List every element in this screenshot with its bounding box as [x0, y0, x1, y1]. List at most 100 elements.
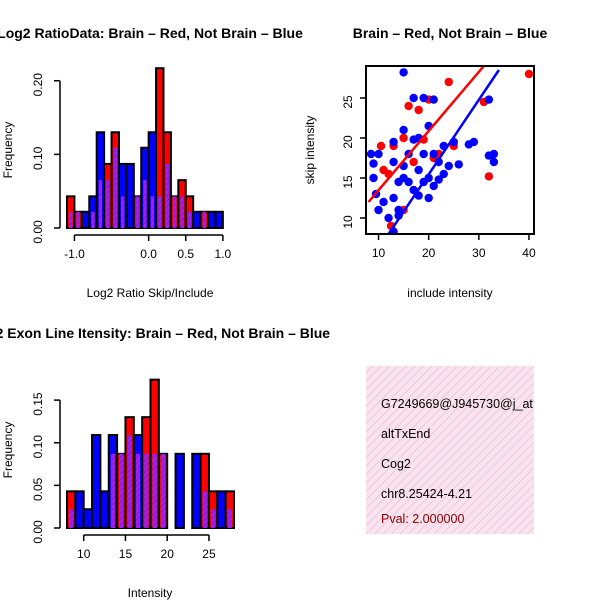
ratio-histogram-overlap-bar — [120, 196, 125, 228]
ratio-histogram-y-tick-label: 0.20 — [31, 73, 45, 97]
scatter-axes: 10 20 30 40 10 15 20 25 — [341, 95, 536, 260]
intensity-histogram-x-tick-label: 20 — [161, 547, 175, 561]
intensity-histogram-overlap-bar — [160, 453, 166, 528]
intensity-histogram-axes: 10 15 20 25 0.00 0.05 0.10 0.15 — [31, 392, 216, 561]
scatter-panel: Brain – Red, Not Brain – Blue 10 20 30 4010… — [303, 25, 547, 300]
pvalue: Pval: 2.000000 — [381, 512, 464, 526]
scatter-point-not-brain — [409, 93, 418, 103]
probe-id: G7249669@J945730@j_at — [381, 397, 533, 411]
ratio-histogram-overlap-bar — [158, 196, 162, 228]
intensity-histogram-overlap-bar — [227, 509, 232, 528]
scatter-point-not-brain — [444, 161, 453, 171]
scatter-point-not-brain — [434, 175, 443, 184]
scatter-point-not-brain — [454, 160, 463, 169]
ratio-histogram-overlap-bar — [106, 180, 110, 228]
scatter-x-tick-label: 40 — [522, 246, 536, 260]
scatter-point-not-brain — [429, 181, 438, 191]
scatter-point-not-brain — [419, 149, 428, 159]
intensity-histogram-ylabel: Frequency — [1, 422, 15, 479]
ratio-histogram-bar — [125, 162, 135, 230]
scatter-point-not-brain — [389, 193, 398, 203]
ratio-histogram-overlap-bar — [150, 196, 155, 228]
scatter-point-brain — [404, 101, 413, 111]
scatter-point-brain — [524, 69, 534, 79]
ratio-histogram-bar — [80, 210, 91, 230]
ratio-histogram-overlap-bar — [180, 196, 184, 228]
scatter-point-brain — [409, 157, 418, 167]
scatter-plot-area — [365, 65, 535, 235]
ratio-histogram-overlap-bar — [69, 211, 73, 228]
intensity-histogram-y-tick-label: 0.05 — [31, 477, 45, 501]
ratio-histogram-overlap-bar — [76, 211, 80, 228]
ratio-histogram-xlabel: Log2 Ratio Skip/Include — [87, 286, 214, 300]
ratio-histogram-y-tick-label: 0.10 — [31, 146, 45, 170]
scatter-point-not-brain — [399, 125, 408, 135]
intensity-histogram-x-tick-label: 10 — [77, 547, 91, 561]
scatter-y-tick-label: 15 — [341, 175, 355, 189]
scatter-point-brain — [376, 141, 386, 151]
intensity-histogram-overlap-bar — [119, 453, 124, 528]
gene-symbol: Cog2 — [381, 457, 411, 471]
ratio-histogram-axes: -1.0 0.0 0.5 1.0 0.00 0.10 0.20 — [31, 73, 232, 261]
intensity-histogram-y-tick-label: 0.00 — [31, 520, 45, 544]
intensity-histogram-overlap-bar — [127, 435, 132, 528]
event-type: altTxEnd — [381, 427, 430, 441]
intensity-histogram-overlap-bar — [202, 491, 207, 528]
intensity-histogram-overlap-bar — [69, 509, 74, 528]
scatter-point-not-brain — [389, 137, 398, 147]
scatter-point-not-brain — [374, 205, 383, 215]
scatter-point-not-brain — [374, 149, 383, 159]
scatter-point-not-brain — [414, 165, 423, 175]
ratio-histogram-panel: Log2 RatioData: Brain – Red, Not Brain –… — [0, 25, 303, 300]
intensity-histogram-bar — [174, 452, 185, 529]
scatter-point-not-brain — [429, 149, 438, 159]
scatter-point-not-brain — [484, 95, 494, 104]
intensity-histogram-bar — [91, 434, 102, 530]
scatter-point-not-brain — [369, 173, 378, 183]
info-panel-background — [366, 366, 534, 534]
genomic-location: chr8.25424-4.21 — [381, 487, 472, 501]
scatter-point-not-brain — [429, 95, 438, 104]
intensity-histogram-overlap-bar — [144, 453, 149, 528]
scatter-point-not-brain — [419, 93, 428, 103]
ratio-histogram-bars — [66, 67, 224, 230]
intensity-histogram-bar — [191, 452, 202, 529]
ratio-histogram-title: Log2 RatioData: Brain – Red, Not Brain –… — [0, 25, 303, 41]
intensity-histogram-y-tick-label: 0.15 — [31, 392, 45, 416]
ratio-histogram-overlap-bar — [91, 211, 95, 228]
ratio-histogram-x-tick-label: 0.0 — [140, 247, 157, 261]
intensity-histogram-bar — [216, 490, 227, 530]
intensity-histogram-y-tick-label: 0.10 — [31, 435, 45, 459]
scatter-point-not-brain — [384, 213, 393, 223]
ratio-histogram-overlap-bar — [113, 147, 117, 228]
intensity-histogram-x-tick-label: 25 — [202, 547, 216, 561]
intensity-histogram-overlap-bar — [152, 453, 157, 528]
scatter-point-not-brain — [399, 68, 408, 77]
intensity-histogram-xlabel: Intensity — [128, 586, 173, 600]
scatter-point-not-brain — [424, 193, 433, 203]
scatter-x-tick-label: 30 — [472, 246, 486, 260]
intensity-histogram-panel: Log2 Exon Line Itensity: Brain – Red, No… — [0, 325, 330, 600]
scatter-frame — [365, 65, 535, 235]
intensity-histogram-bars — [66, 378, 235, 530]
scatter-point-brain — [399, 133, 408, 143]
scatter-point-not-brain — [439, 169, 448, 179]
scatter-y-tick-label: 25 — [341, 95, 355, 109]
ratio-histogram-y-tick-label: 0.00 — [31, 220, 45, 244]
info-panel: G7249669@J945730@j_at altTxEnd Cog2 chr8… — [366, 366, 534, 534]
ratio-histogram-overlap-bar — [187, 211, 192, 228]
intensity-histogram-x-tick-label: 15 — [119, 547, 133, 561]
intensity-histogram-bar — [82, 508, 94, 529]
ratio-histogram-overlap-bar — [98, 180, 103, 228]
scatter-point-brain — [414, 105, 423, 115]
intensity-histogram-bar — [99, 490, 110, 530]
ratio-histogram-x-tick-label: -1.0 — [64, 247, 85, 261]
fit-line-brain — [367, 66, 485, 203]
scatter-point-not-brain — [389, 157, 398, 167]
intensity-histogram-title: Log2 Exon Line Itensity: Brain – Red, No… — [0, 325, 330, 341]
scatter-x-tick-label: 10 — [372, 246, 386, 260]
scatter-xlabel: include intensity — [407, 286, 492, 300]
intensity-histogram-overlap-bar — [135, 453, 141, 528]
scatter-point-not-brain — [366, 149, 376, 159]
